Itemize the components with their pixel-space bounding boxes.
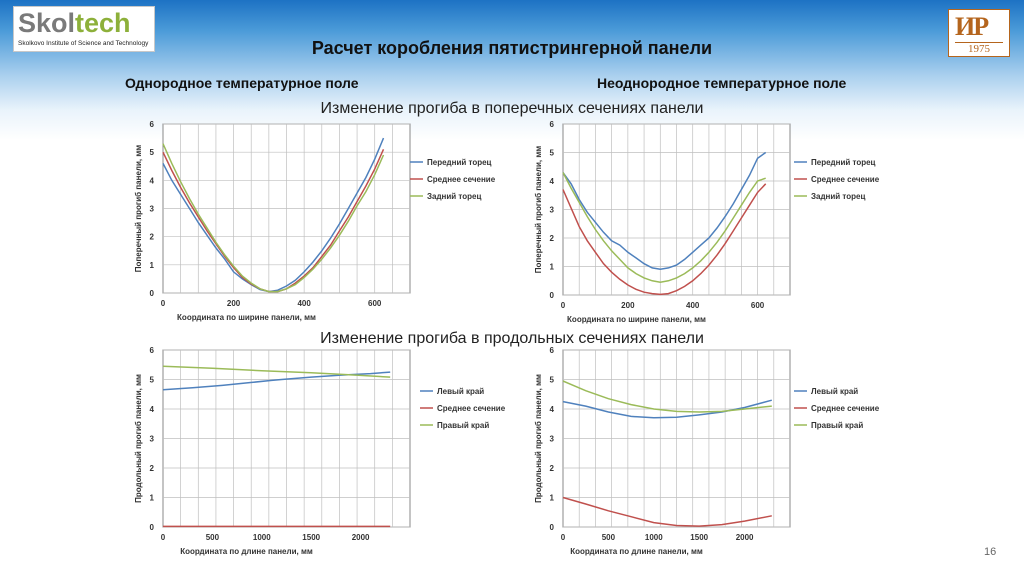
series-line-2 <box>562 496 772 527</box>
x-tick-label: 200 <box>227 299 241 308</box>
series-line-1 <box>562 151 767 271</box>
x-tick-label: 0 <box>161 299 166 308</box>
x-tick-label: 1500 <box>690 533 708 542</box>
y-tick-label: 1 <box>550 494 555 503</box>
institute-logo: ИР 1975 <box>948 9 1010 57</box>
skoltech-subtitle: Skolkovo Institute of Science and Techno… <box>18 40 149 47</box>
page-number: 16 <box>984 546 997 558</box>
column-heading-nonuniform: Неоднородное температурное поле <box>597 75 847 91</box>
legend-label: Среднее сечение <box>427 175 496 184</box>
skoltech-wordmark: Skoltech <box>18 8 131 38</box>
x-tick-label: 200 <box>621 301 635 310</box>
y-tick-label: 6 <box>550 346 555 355</box>
y-tick-label: 6 <box>150 120 155 129</box>
y-tick-label: 0 <box>550 291 555 300</box>
y-tick-label: 2 <box>550 464 555 473</box>
y-tick-label: 5 <box>550 149 555 158</box>
x-axis-label: Координата по длине панели, мм <box>180 547 313 556</box>
x-tick-label: 600 <box>368 299 382 308</box>
legend-label: Задний торец <box>427 192 481 201</box>
x-axis-label: Координата по ширине панели, мм <box>567 315 706 324</box>
y-tick-label: 5 <box>150 376 155 385</box>
y-axis-label: Поперечный прогиб панели, мм <box>534 146 543 273</box>
y-tick-label: 2 <box>550 234 555 243</box>
y-axis-label: Продольный прогиб панели, мм <box>134 374 143 503</box>
y-tick-label: 1 <box>150 261 155 270</box>
y-tick-label: 2 <box>150 464 155 473</box>
y-tick-label: 4 <box>150 405 155 414</box>
legend-label: Среднее сечение <box>811 404 880 413</box>
chart-longitudinal-nonuniform: 0 1 2 3 4 5 6 0 500 1000 1500 2000 Координата по дли… <box>534 346 880 556</box>
x-axis-label: Координата по ширине панели, мм <box>177 313 316 322</box>
x-tick-label: 0 <box>561 533 566 542</box>
series-line-1 <box>162 371 391 391</box>
section-heading-transverse: Изменение прогиба в поперечных сечениях … <box>320 100 704 117</box>
x-tick-label: 1000 <box>253 533 271 542</box>
chart-longitudinal-uniform: 0 1 2 3 4 5 6 0 500 1000 1500 2000 Координата по дли… <box>134 346 506 556</box>
series-line-3 <box>562 380 772 413</box>
legend-label: Среднее сечение <box>811 175 880 184</box>
series-line-2 <box>562 183 767 296</box>
y-tick-label: 5 <box>150 148 155 157</box>
legend-label: Правый край <box>437 421 489 430</box>
legend-label: Среднее сечение <box>437 404 506 413</box>
y-tick-label: 6 <box>550 120 555 129</box>
section-heading-longitudinal: Изменение прогиба в продольных сечениях … <box>320 330 704 347</box>
y-tick-label: 3 <box>550 206 555 215</box>
y-tick-label: 4 <box>550 177 555 186</box>
y-tick-label: 0 <box>150 289 155 298</box>
y-tick-label: 2 <box>150 233 155 242</box>
y-tick-label: 3 <box>150 435 155 444</box>
x-tick-label: 2000 <box>352 533 370 542</box>
column-heading-uniform: Однородное температурное поле <box>125 75 359 91</box>
x-tick-label: 1000 <box>645 533 663 542</box>
y-tick-label: 0 <box>150 523 155 532</box>
x-tick-label: 1500 <box>302 533 320 542</box>
chart-transverse-nonuniform: 0 1 2 3 4 5 6 0 200 400 600 Координата по ширине па… <box>534 120 880 324</box>
x-tick-label: 400 <box>686 301 700 310</box>
y-tick-label: 1 <box>150 494 155 503</box>
y-tick-label: 3 <box>550 435 555 444</box>
series-line-3 <box>162 365 391 378</box>
x-tick-label: 400 <box>297 299 311 308</box>
series-line-3 <box>162 143 385 293</box>
y-tick-label: 4 <box>550 405 555 414</box>
institute-logo-year: 1975 <box>955 42 1003 55</box>
x-axis-label: Координата по длине панели, мм <box>570 547 703 556</box>
legend-label: Левый край <box>811 387 858 396</box>
x-tick-label: 0 <box>161 533 166 542</box>
x-tick-label: 600 <box>751 301 765 310</box>
slide-title: Расчет коробления пятистрингерной панели <box>311 38 713 58</box>
x-tick-label: 0 <box>561 301 566 310</box>
y-tick-label: 3 <box>150 205 155 214</box>
y-tick-label: 0 <box>550 523 555 532</box>
y-axis-label: Поперечный прогиб панели, мм <box>134 145 143 272</box>
legend-label: Левый край <box>437 387 484 396</box>
x-tick-label: 2000 <box>736 533 754 542</box>
series-line-3 <box>562 172 766 283</box>
y-axis-label: Продольный прогиб панели, мм <box>534 374 543 503</box>
chart-transverse-uniform: 0 1 2 3 4 5 6 0 200 400 600 Координата по ширине па… <box>134 120 496 322</box>
y-tick-label: 4 <box>150 176 155 185</box>
y-tick-label: 6 <box>150 346 155 355</box>
legend-label: Передний торец <box>811 158 876 167</box>
x-tick-label: 500 <box>602 533 616 542</box>
legend-label: Правый край <box>811 421 863 430</box>
legend-label: Задний торец <box>811 192 865 201</box>
x-tick-label: 500 <box>206 533 220 542</box>
institute-logo-mark: ИР <box>955 12 989 41</box>
y-tick-label: 1 <box>550 263 555 272</box>
y-tick-label: 5 <box>550 376 555 385</box>
skoltech-logo: Skoltech Skolkovo Institute of Science a… <box>13 6 155 52</box>
legend-label: Передний торец <box>427 158 492 167</box>
